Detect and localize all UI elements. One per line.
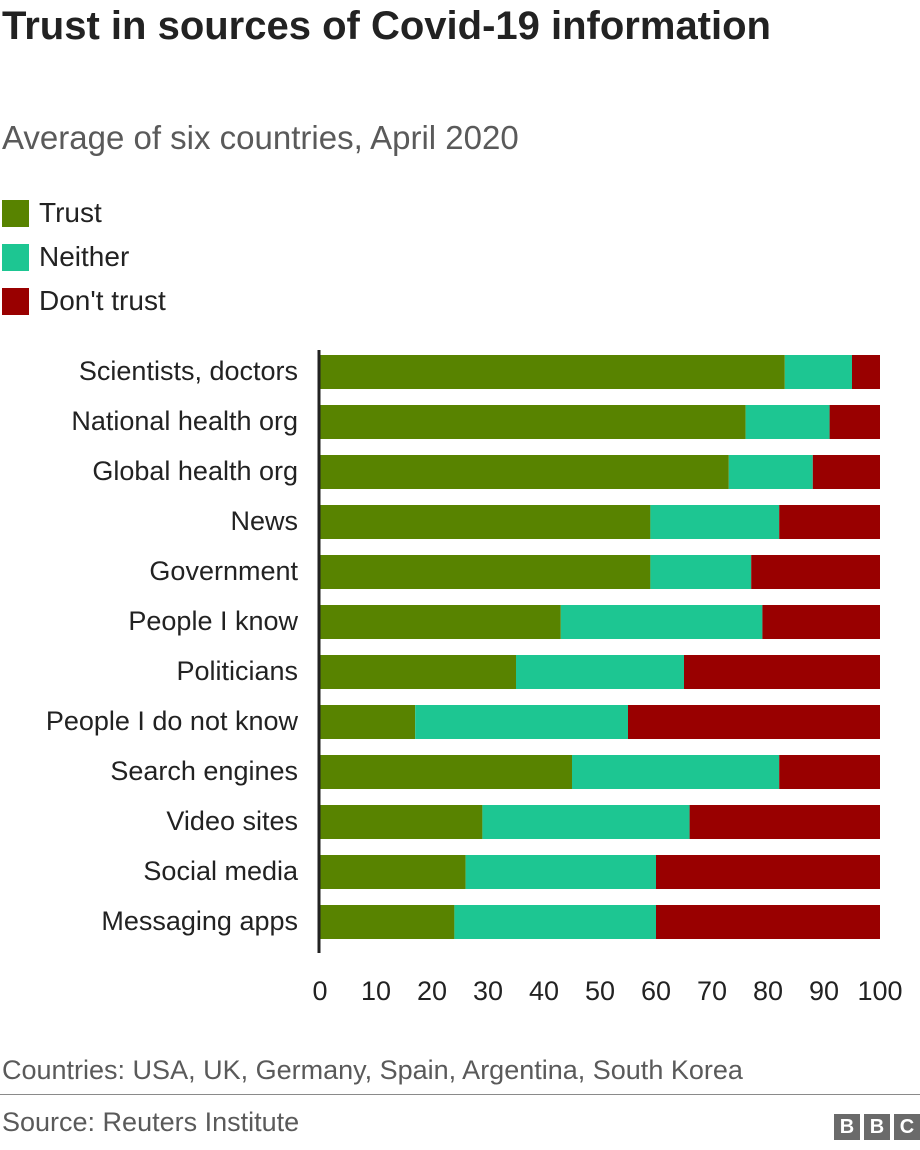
bar-segment xyxy=(320,755,572,789)
x-tick-label: 20 xyxy=(417,976,447,1006)
category-label: News xyxy=(230,506,298,536)
category-label: Messaging apps xyxy=(101,906,298,936)
bar-segment xyxy=(320,555,651,589)
category-label: People I know xyxy=(128,606,298,636)
bar-segment xyxy=(745,405,830,439)
x-tick-label: 90 xyxy=(809,976,839,1006)
bar-segment xyxy=(320,655,516,689)
bar-segment xyxy=(320,505,651,539)
legend-item-trust: Trust xyxy=(2,195,302,231)
chart-subtitle: Average of six countries, April 2020 xyxy=(2,119,519,156)
bar-segment xyxy=(415,705,628,739)
bar-segment xyxy=(454,905,656,939)
legend-swatch-trust xyxy=(2,200,29,227)
x-tick-label: 50 xyxy=(585,976,615,1006)
bar-segment xyxy=(728,455,813,489)
legend-label-neither: Neither xyxy=(39,241,130,272)
bar-segment xyxy=(320,705,416,739)
bbc-logo: B B C xyxy=(834,1114,920,1140)
bar-segment xyxy=(320,455,729,489)
x-tick-label: 10 xyxy=(361,976,391,1006)
bar-segment xyxy=(516,655,684,689)
x-tick-label: 100 xyxy=(857,976,902,1006)
category-label: Politicians xyxy=(176,656,298,686)
bar-segment xyxy=(751,555,880,589)
bar-segment xyxy=(628,705,880,739)
bar-segment xyxy=(320,355,785,389)
bar-segment xyxy=(684,655,880,689)
bar-segment xyxy=(656,855,880,889)
chart-title: Trust in sources of Covid-19 information xyxy=(2,4,771,48)
bar-segment xyxy=(656,905,880,939)
bar-segment xyxy=(650,555,752,589)
bar-segment xyxy=(320,405,746,439)
category-label: Global health org xyxy=(92,456,298,486)
x-tick-label: 40 xyxy=(529,976,559,1006)
legend-item-dont-trust: Don't trust xyxy=(2,283,302,319)
bar-segment xyxy=(812,455,880,489)
category-label: Search engines xyxy=(110,756,298,786)
bar-segment xyxy=(560,605,763,639)
footer-divider xyxy=(0,1094,920,1095)
category-label: National health org xyxy=(71,406,298,436)
bar-segment xyxy=(572,755,780,789)
bar-segment xyxy=(320,855,466,889)
bar-segment xyxy=(779,755,880,789)
category-label: Government xyxy=(149,556,298,586)
bar-segment xyxy=(829,405,880,439)
bar-segment xyxy=(650,505,780,539)
source-text: Source: Reuters Institute xyxy=(2,1107,300,1137)
category-label: Video sites xyxy=(166,806,298,836)
bar-segment xyxy=(852,355,880,389)
bbc-logo-letter: B xyxy=(834,1114,860,1140)
bar-segment xyxy=(762,605,880,639)
bar-segment xyxy=(320,805,483,839)
legend-item-neither: Neither xyxy=(2,239,302,275)
bar-segment xyxy=(482,805,690,839)
x-tick-label: 0 xyxy=(312,976,327,1006)
countries-note: Countries: USA, UK, Germany, Spain, Arge… xyxy=(2,1055,743,1085)
bar-segment xyxy=(320,905,455,939)
legend-swatch-dont-trust xyxy=(2,288,29,315)
x-tick-label: 60 xyxy=(641,976,671,1006)
category-label: Social media xyxy=(143,856,299,886)
bar-segment xyxy=(689,805,880,839)
legend-label-trust: Trust xyxy=(39,197,102,228)
bar-segment xyxy=(320,605,561,639)
legend-swatch-neither xyxy=(2,244,29,271)
stacked-bar-chart: Scientists, doctors National health org Gl… xyxy=(46,350,903,1006)
x-tick-label: 30 xyxy=(473,976,503,1006)
legend-label-dont-trust: Don't trust xyxy=(39,285,166,316)
x-tick-label: 80 xyxy=(753,976,783,1006)
category-label: Scientists, doctors xyxy=(79,356,298,386)
bbc-logo-letter: C xyxy=(894,1114,920,1140)
bar-segment xyxy=(784,355,852,389)
bbc-logo-letter: B xyxy=(864,1114,890,1140)
bar-segment xyxy=(779,505,880,539)
category-label: People I do not know xyxy=(46,706,299,736)
bar-segment xyxy=(465,855,656,889)
x-tick-label: 70 xyxy=(697,976,727,1006)
